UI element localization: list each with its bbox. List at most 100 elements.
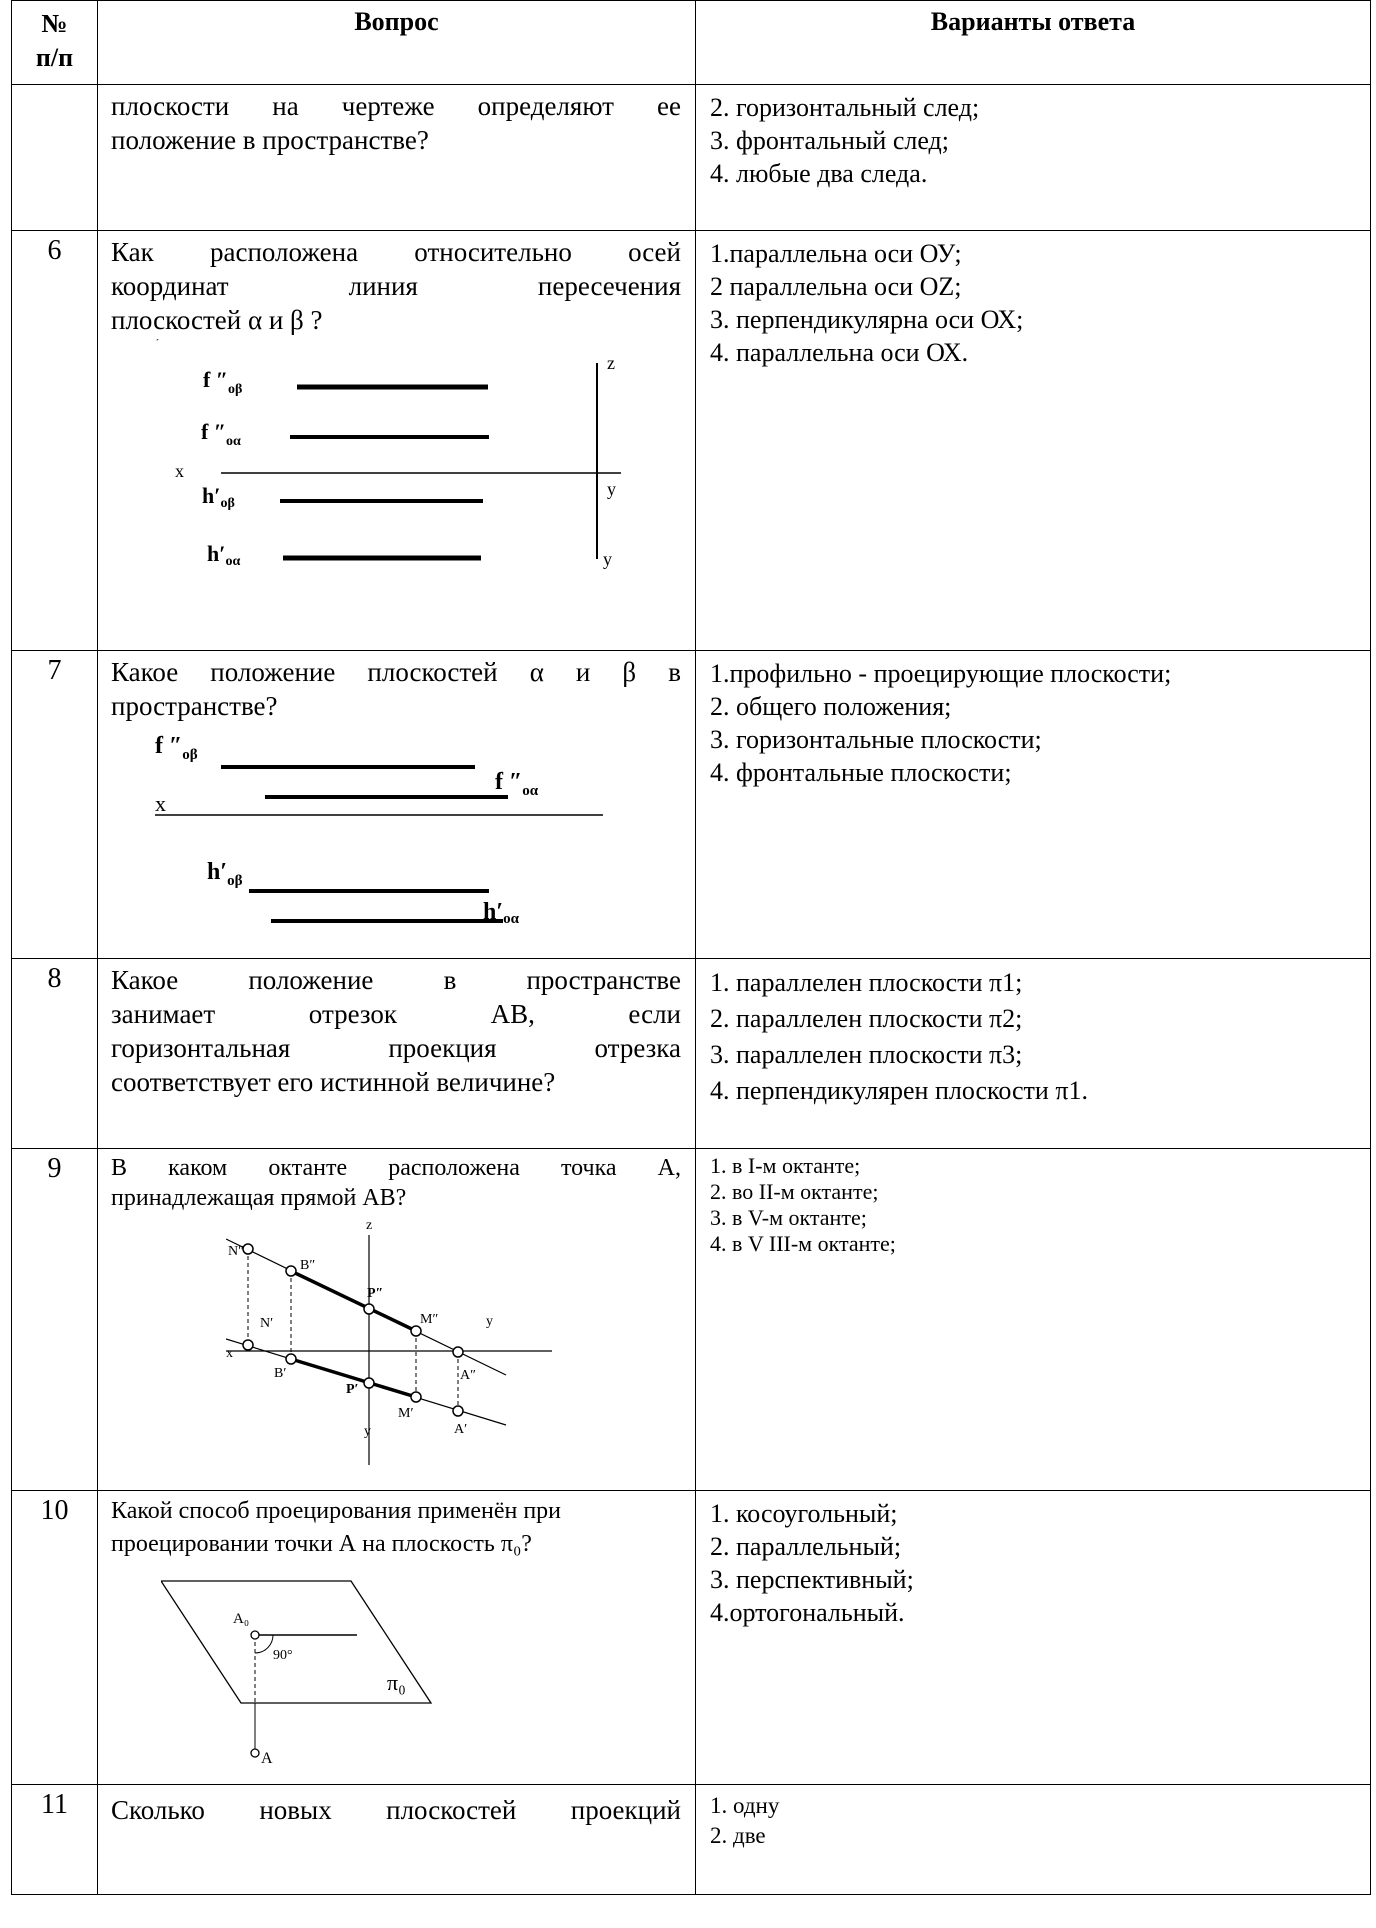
question-line: плоскости на чертеже определяют ее: [111, 91, 681, 121]
answer-option: 3. в V-м октанте;: [710, 1205, 867, 1230]
label-h-beta: h′οβ: [207, 859, 243, 889]
answers-cell: 1. одну 2. две: [695, 1784, 1371, 1895]
answer-option: 2. горизонтальный след;: [710, 93, 980, 122]
answer-option: 3. перпендикулярна оси ОХ;: [710, 305, 1024, 334]
answer-option: 2. параллелен плоскости π2;: [710, 1004, 1023, 1033]
label-y-2: y: [603, 549, 612, 569]
answer-option: 2 параллельна оси OZ;: [710, 272, 962, 301]
traces-diagram-q7: f ″οβ f ″οα x h′οβ h′οα: [155, 733, 603, 927]
label-h-beta: h′οβ: [202, 483, 235, 511]
row-number: 10: [11, 1490, 98, 1785]
question-line: пространстве?: [111, 691, 278, 721]
label-h-alpha: h′οα: [483, 899, 520, 927]
table-row: 7 Какое положение плоскостей α и β в про…: [11, 650, 1371, 959]
label-z: z: [366, 1218, 372, 1233]
label-f-beta: f ″οβ: [203, 367, 242, 397]
answer-option: 4.ортогональный.: [710, 1598, 905, 1627]
label-angle: 90°: [273, 1648, 293, 1663]
label-N1: N′: [260, 1316, 273, 1331]
label-P2: P″: [367, 1286, 383, 1301]
label-M2: M″: [420, 1312, 438, 1327]
header-answers: Варианты ответа: [695, 0, 1371, 85]
question-line: координат линия пересечения: [111, 271, 681, 301]
header-num: № п/п: [11, 0, 98, 85]
answer-option: 4. любые два следа.: [710, 159, 928, 188]
question-cell: Какое положение в пространстве занимает …: [97, 958, 696, 1149]
label-y-bottom: y: [364, 1424, 371, 1439]
question-cell: Как расположена относительно осей коорди…: [97, 230, 696, 651]
label-h-alpha: h′οα: [207, 541, 240, 569]
table-row: 8 Какое положение в пространстве занимае…: [11, 958, 1371, 1149]
answer-option: 3. горизонтальные плоскости;: [710, 725, 1042, 754]
table-row: 10 Какой способ проецирования применён п…: [11, 1490, 1371, 1785]
question-cell: плоскости на чертеже определяют ее полож…: [97, 84, 696, 231]
answer-option: 2. параллельный;: [710, 1532, 902, 1561]
header-num-line2: п/п: [35, 43, 74, 72]
row-number: [11, 84, 98, 231]
header-question: Вопрос: [97, 0, 696, 85]
row-number: 9: [11, 1148, 98, 1491]
row-number: 8: [11, 958, 98, 1149]
label-f-alpha: f ″οα: [495, 769, 539, 799]
question-line: Сколько новых плоскостей проекций: [111, 1795, 681, 1825]
label-x: x: [226, 1346, 233, 1361]
answer-option: 4. перпендикулярен плоскости π1.: [710, 1076, 1088, 1105]
answer-option: 3. параллелен плоскости π3;: [710, 1040, 1023, 1069]
question-line: проецировании точки А на плоскость π₀?: [111, 1531, 532, 1557]
answer-option: 4. параллельна оси ОХ.: [710, 338, 969, 367]
label-z: z: [607, 353, 615, 373]
table-row: плоскости на чертеже определяют ее полож…: [11, 84, 1371, 231]
label-N2: N″: [228, 1244, 244, 1259]
answers-cell: 1. косоугольный; 2. параллельный; 3. пер…: [695, 1490, 1371, 1785]
label-f-alpha: f ″οα: [201, 419, 241, 449]
answer-option: 1.профильно - проецирующие плоскости;: [710, 659, 1172, 688]
answer-option: 3. перспективный;: [710, 1565, 914, 1594]
answers-cell: 2. горизонтальный след; 3. фронтальный с…: [695, 84, 1371, 231]
question-line: плоскостей α и β ?: [111, 305, 323, 335]
answer-option: 1. косоугольный;: [710, 1499, 898, 1528]
question-cell: Какое положение плоскостей α и β в прост…: [97, 650, 696, 959]
row-number: 11: [11, 1784, 98, 1895]
questions-table: № п/п Вопрос Варианты ответа плоскости н…: [11, 0, 1371, 1895]
question-line: В каком октанте расположена точка А,: [111, 1155, 681, 1181]
label-A2: A″: [460, 1368, 476, 1383]
question-line: занимает отрезок АВ, если: [111, 999, 681, 1029]
question-line: Какое положение плоскостей α и β в: [111, 657, 681, 687]
question-line: Какое положение в пространстве: [111, 965, 681, 995]
label-A: A: [261, 1750, 273, 1767]
answers-cell: 1.параллельна оси ОУ; 2 параллельна оси …: [695, 230, 1371, 651]
label-P1: P′: [346, 1382, 359, 1397]
label-x: x: [155, 791, 166, 816]
answer-option: 2. во II-м октанте;: [710, 1179, 879, 1204]
question-cell: В каком октанте расположена точка А, при…: [97, 1148, 696, 1491]
traces-diagram-q6: ʾ f ″οβ f ″οα h′οβ h′οα x z y y: [153, 339, 621, 569]
answer-option: 1. одну: [710, 1793, 780, 1818]
question-cell: Какой способ проецирования применён при …: [97, 1490, 696, 1785]
label-pi0: π₀: [387, 1670, 406, 1695]
label-M1: M′: [398, 1406, 414, 1421]
label-B2: B″: [300, 1258, 315, 1273]
answer-option: 2. общего положения;: [710, 692, 952, 721]
table-row: 6 Как расположена относительно осей коор…: [11, 230, 1371, 651]
answers-cell: 1. в I-м октанте; 2. во II-м октанте; 3.…: [695, 1148, 1371, 1491]
answer-option: 4. в V III-м октанте;: [710, 1231, 896, 1256]
table-header-row: № п/п Вопрос Варианты ответа: [11, 0, 1371, 85]
label-x: x: [175, 461, 184, 481]
answer-option: 4. фронтальные плоскости;: [710, 758, 1012, 787]
table-row: 9 В каком октанте расположена точка А, п…: [11, 1148, 1371, 1491]
projection-plane-diagram-q10: A₀ 90° π₀ A: [161, 1580, 433, 1767]
question-line: Как расположена относительно осей: [111, 237, 681, 267]
answer-option: 3. фронтальный след;: [710, 126, 950, 155]
table-row: 11 Сколько новых плоскостей проекций 1. …: [11, 1784, 1371, 1895]
question-line: горизонтальная проекция отрезка: [111, 1033, 681, 1063]
label-y-1: y: [607, 479, 616, 499]
header-num-line1: №: [41, 9, 68, 38]
question-line: соответствует его истинной величине?: [111, 1067, 556, 1097]
question-line: принадлежащая прямой АВ?: [111, 1185, 407, 1211]
answers-cell: 1.профильно - проецирующие плоскости; 2.…: [695, 650, 1371, 959]
label-B1: B′: [274, 1366, 286, 1381]
question-line: положение в пространстве?: [111, 125, 429, 155]
label-A1: A′: [454, 1422, 467, 1437]
answers-cell: 1. параллелен плоскости π1; 2. параллеле…: [695, 958, 1371, 1149]
